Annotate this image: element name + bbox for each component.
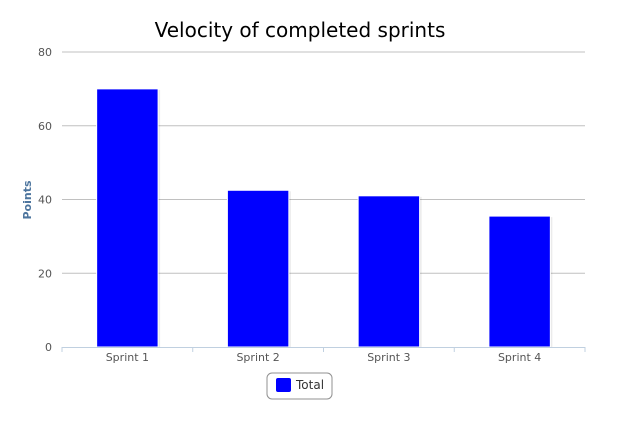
x-tick-label: Sprint 4 <box>498 351 541 364</box>
x-axis <box>61 347 586 352</box>
y-tick-label: 20 <box>38 267 52 280</box>
chart-title: Velocity of completed sprints <box>155 18 446 42</box>
y-axis-label: Points <box>21 180 34 219</box>
bar[interactable] <box>488 215 551 348</box>
bar-series-total <box>96 88 553 348</box>
bar[interactable] <box>226 189 290 348</box>
x-tick-label: Sprint 3 <box>367 351 410 364</box>
bar[interactable] <box>357 195 421 348</box>
x-tick-label: Sprint 1 <box>106 351 149 364</box>
x-axis-ticks: Sprint 1 Sprint 2 Sprint 3 Sprint 4 <box>106 351 542 364</box>
x-tick-label: Sprint 2 <box>236 351 279 364</box>
bar[interactable] <box>96 88 159 348</box>
y-tick-label: 40 <box>38 194 52 207</box>
y-tick-label: 60 <box>38 120 52 133</box>
legend-label-total: Total <box>295 378 324 392</box>
legend-swatch-total <box>276 378 291 392</box>
legend[interactable]: Total <box>266 372 333 400</box>
y-axis-ticks: 0 20 40 60 80 <box>38 46 52 354</box>
y-tick-label: 0 <box>45 341 52 354</box>
y-tick-label: 80 <box>38 46 52 59</box>
